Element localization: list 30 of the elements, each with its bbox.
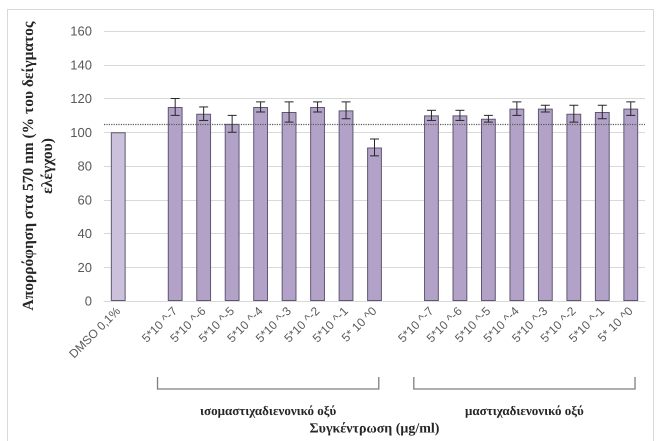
y-tick-label: 40	[78, 226, 92, 241]
y-axis-title: Απορρόφηση στα 570 nm (% του δείγματος ελέγχου)	[20, 21, 56, 310]
y-tick-label: 80	[78, 158, 92, 174]
x-axis-title: Συγκέντρωση (μg/ml)	[310, 422, 440, 436]
y-tick-label: 140	[70, 57, 92, 72]
bar	[452, 115, 468, 301]
bar	[196, 114, 212, 301]
bar	[367, 147, 382, 301]
bar	[480, 118, 496, 301]
bar	[110, 132, 126, 301]
bar	[566, 114, 582, 301]
bar	[509, 108, 524, 301]
y-tick-label: 60	[78, 192, 92, 208]
bar	[424, 115, 439, 301]
bar	[538, 108, 553, 301]
y-tick-label: 100	[70, 124, 92, 140]
bar	[282, 112, 296, 301]
y-tick-label: 0	[84, 294, 92, 308]
bar	[168, 106, 183, 301]
bar	[623, 108, 638, 301]
text: ισομαστιχαδιενονικό οξύ	[200, 403, 336, 419]
text: μαστιχαδιενονικό οξύ	[465, 403, 584, 419]
y-tick-label: 160	[70, 24, 92, 38]
bar	[338, 110, 354, 301]
bar	[594, 112, 610, 301]
y-tick-label: 120	[70, 91, 92, 106]
bar	[310, 106, 325, 301]
bar	[224, 124, 240, 301]
bar	[253, 106, 268, 301]
y-tick-label: 20	[78, 260, 92, 275]
